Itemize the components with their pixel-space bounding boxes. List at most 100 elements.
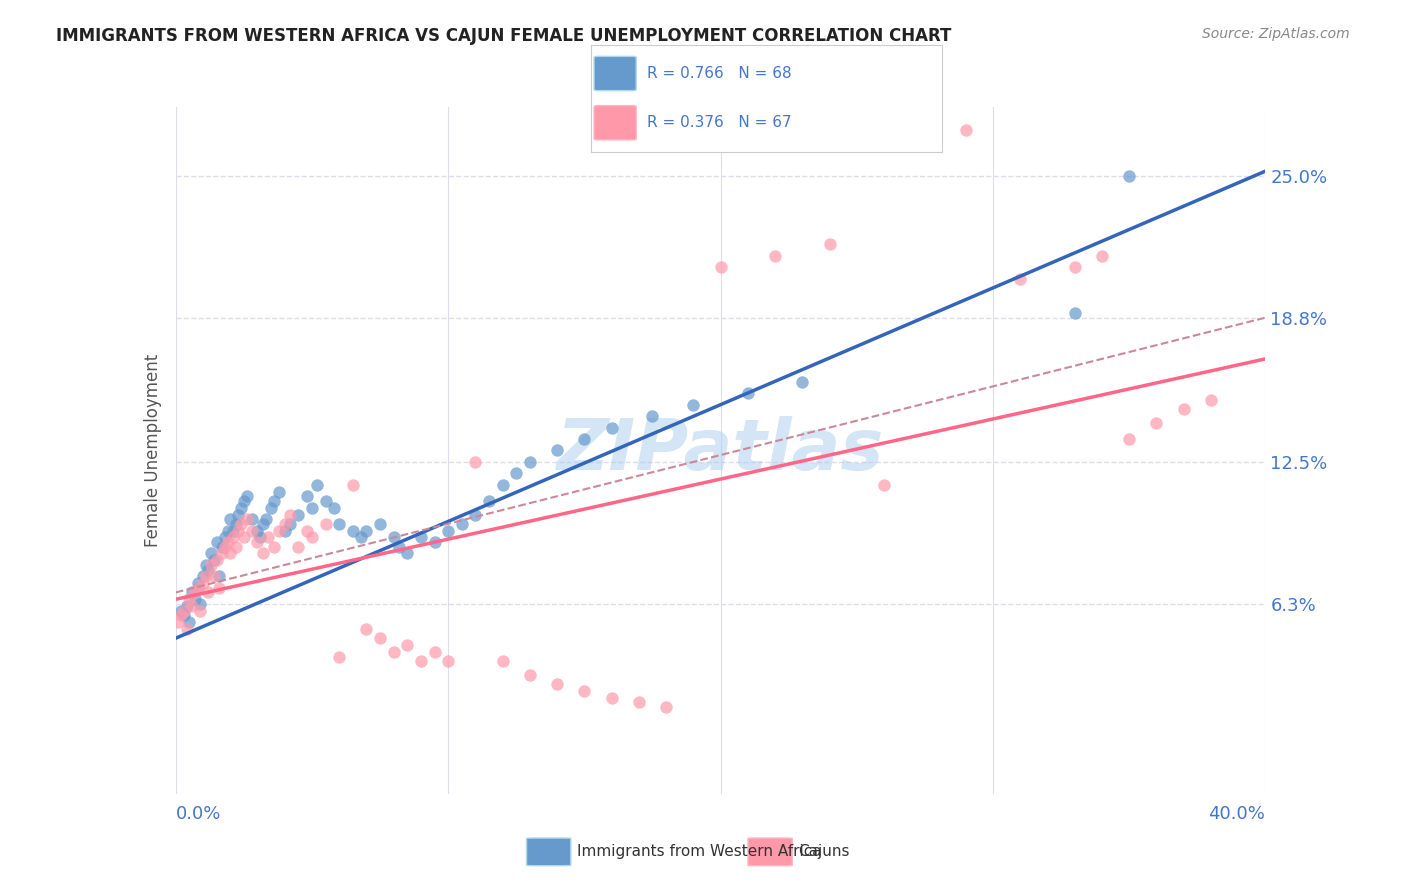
Point — [818, 237, 841, 252]
Point — [1063, 306, 1085, 320]
Point — [235, 512, 257, 526]
Point — [710, 260, 733, 275]
Point — [274, 516, 297, 531]
Point — [208, 569, 231, 583]
Point — [278, 508, 301, 522]
Point — [269, 484, 291, 499]
Point — [328, 516, 350, 531]
Point — [763, 249, 786, 263]
Point — [240, 524, 263, 538]
Point — [208, 581, 231, 595]
Point — [181, 585, 204, 599]
Point — [222, 524, 245, 538]
Point — [492, 478, 515, 492]
Point — [188, 604, 211, 618]
FancyBboxPatch shape — [593, 56, 636, 91]
Point — [1173, 402, 1195, 417]
Point — [186, 581, 209, 595]
Point — [228, 508, 250, 522]
Point — [211, 546, 233, 561]
Point — [342, 478, 364, 492]
Point — [1144, 416, 1167, 430]
Point — [464, 508, 486, 522]
Point — [350, 531, 373, 545]
Point — [737, 386, 759, 401]
Point — [307, 478, 329, 492]
Point — [173, 604, 195, 618]
Point — [315, 516, 337, 531]
Text: Immigrants from Western Africa: Immigrants from Western Africa — [578, 845, 821, 859]
Point — [232, 493, 254, 508]
Point — [173, 608, 195, 623]
Point — [287, 508, 309, 522]
Point — [252, 516, 274, 531]
Point — [231, 516, 253, 531]
Point — [519, 455, 541, 469]
Point — [1063, 260, 1085, 275]
Point — [342, 524, 364, 538]
Point — [396, 546, 419, 561]
Point — [464, 455, 486, 469]
Text: ZIPatlas: ZIPatlas — [557, 416, 884, 485]
Point — [356, 524, 378, 538]
Point — [546, 443, 568, 458]
Point — [301, 500, 323, 515]
FancyBboxPatch shape — [593, 105, 636, 140]
Point — [301, 531, 323, 545]
Point — [219, 512, 242, 526]
Point — [388, 540, 411, 554]
Point — [188, 597, 211, 611]
Point — [505, 467, 527, 481]
Point — [368, 631, 391, 645]
Point — [179, 615, 201, 630]
Point — [246, 535, 269, 549]
Point — [627, 695, 650, 709]
Text: IMMIGRANTS FROM WESTERN AFRICA VS CAJUN FEMALE UNEMPLOYMENT CORRELATION CHART: IMMIGRANTS FROM WESTERN AFRICA VS CAJUN … — [56, 27, 952, 45]
Point — [437, 524, 460, 538]
Point — [263, 540, 285, 554]
Point — [328, 649, 350, 664]
Point — [1091, 249, 1114, 263]
Point — [211, 540, 233, 554]
Point — [179, 592, 201, 607]
Point — [191, 569, 214, 583]
Text: R = 0.766   N = 68: R = 0.766 N = 68 — [647, 66, 792, 81]
Text: Source: ZipAtlas.com: Source: ZipAtlas.com — [1202, 27, 1350, 41]
Point — [409, 531, 432, 545]
Point — [1118, 169, 1140, 183]
Text: 0.0%: 0.0% — [176, 805, 221, 823]
Point — [214, 531, 236, 545]
Point — [396, 638, 419, 652]
Point — [382, 531, 405, 545]
Point — [222, 531, 245, 545]
Point — [873, 478, 896, 492]
Point — [200, 546, 222, 561]
Point — [574, 432, 596, 446]
Point — [600, 420, 623, 434]
Point — [176, 599, 198, 614]
Point — [600, 690, 623, 705]
Point — [574, 683, 596, 698]
Point — [382, 645, 405, 659]
Y-axis label: Female Unemployment: Female Unemployment — [143, 354, 162, 547]
Point — [217, 535, 239, 549]
Point — [315, 493, 337, 508]
Point — [546, 677, 568, 691]
Point — [641, 409, 664, 424]
Point — [278, 516, 301, 531]
Point — [217, 524, 239, 538]
Point — [194, 569, 217, 583]
Point — [225, 516, 247, 531]
Point — [260, 500, 283, 515]
Point — [186, 581, 209, 595]
Point — [955, 123, 977, 137]
Point — [170, 608, 193, 623]
Point — [287, 540, 309, 554]
Point — [191, 576, 214, 591]
Point — [1199, 393, 1222, 408]
Point — [214, 540, 236, 554]
Point — [252, 546, 274, 561]
Text: 40.0%: 40.0% — [1209, 805, 1265, 823]
Point — [682, 398, 704, 412]
Point — [197, 562, 219, 576]
